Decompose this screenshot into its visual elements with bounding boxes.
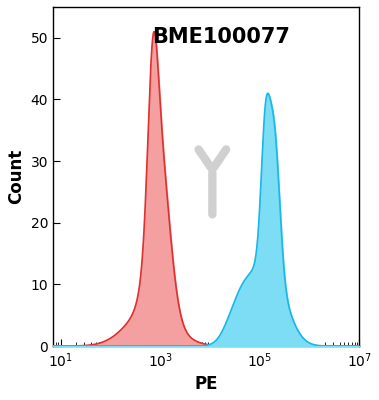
- X-axis label: PE: PE: [194, 375, 218, 393]
- Y-axis label: Count: Count: [7, 149, 25, 204]
- Text: BME100077: BME100077: [153, 27, 290, 47]
